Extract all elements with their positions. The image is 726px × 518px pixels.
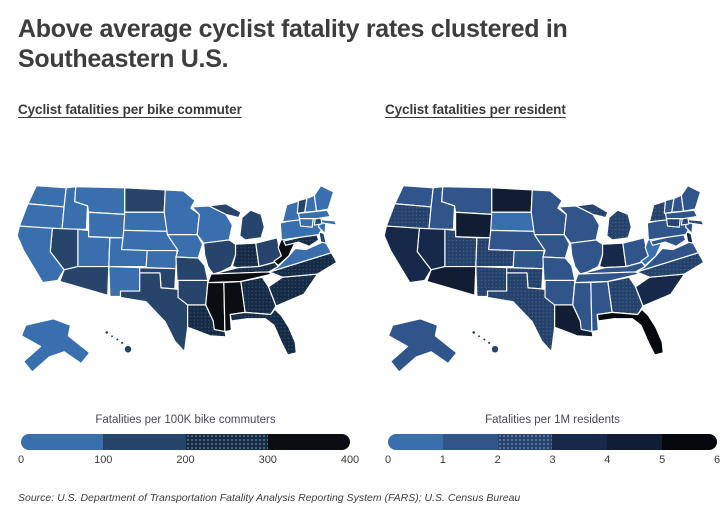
legend-tick: 0: [17, 454, 25, 466]
state-HI: [471, 329, 500, 354]
legend-title-resident: Fatalities per 1M residents: [485, 414, 620, 426]
state-ND: [124, 187, 166, 213]
state-AR: [177, 279, 209, 306]
state-AK: [387, 318, 458, 373]
state-IL: [570, 239, 604, 275]
legend-tick: 300: [258, 454, 277, 466]
legend-tick: 200: [176, 454, 195, 466]
state-AR: [544, 279, 576, 306]
state-CA: [383, 225, 432, 284]
page-title: Above average cyclist fatality rates clu…: [18, 15, 568, 73]
state-OR: [18, 203, 65, 230]
legend-segment: [21, 434, 104, 450]
legend-resident: Fatalities per 1M residents 0 1 2 3 4 5 6: [382, 414, 723, 468]
state-MN: [163, 189, 200, 236]
state-SD: [123, 211, 171, 233]
state-KS: [512, 250, 545, 270]
state-IN: [231, 242, 260, 269]
legend-ticks-commuter: 0 100 200 300 400: [17, 454, 359, 468]
legend-tick: 6: [713, 454, 721, 466]
legend-title-commuter: Fatalities per 100K bike commuters: [95, 414, 276, 426]
map-subtitle-commuter: Cyclist fatalities per bike commuter: [18, 102, 242, 117]
state-TN: [574, 271, 640, 284]
legend-segment: [185, 434, 268, 450]
state-MO: [175, 256, 209, 282]
legend-segment: [662, 434, 717, 450]
state-HI: [104, 329, 133, 354]
state-MI: [575, 203, 632, 241]
state-MO: [542, 256, 576, 282]
legend-tick: 4: [604, 454, 611, 466]
state-TN: [207, 271, 273, 284]
legend-segment: [607, 434, 663, 450]
state-WY: [87, 211, 126, 239]
source-note: Source: U.S. Department of Transportatio…: [18, 492, 521, 504]
state-KS: [145, 250, 178, 270]
legend-tick: 2: [494, 454, 501, 466]
legend-segment: [388, 434, 443, 450]
map-section-resident: Cyclist fatalities per resident Fataliti…: [382, 102, 723, 468]
state-IL: [203, 239, 237, 275]
legend-segment: [442, 434, 498, 450]
state-ME: [680, 185, 702, 212]
state-AZ: [426, 265, 477, 296]
state-IN: [598, 242, 627, 269]
state-SC: [634, 273, 686, 307]
state-MN: [530, 189, 567, 236]
choropleth-map-commuter: [16, 185, 338, 373]
legend-tick: 400: [340, 454, 360, 466]
legend-segment: [103, 434, 186, 450]
legend-tick: 1: [439, 454, 446, 466]
state-MI: [208, 203, 265, 241]
legend-colorbar-commuter: [21, 434, 350, 450]
state-AZ: [59, 265, 110, 296]
legend-ticks-resident: 0 1 2 3 4 5 6: [384, 454, 721, 468]
legend-colorbar-resident: [388, 434, 717, 450]
state-ND: [491, 187, 533, 213]
state-SC: [267, 273, 319, 307]
state-DE: [685, 230, 694, 244]
map-section-commuter: Cyclist fatalities per bike commuter Fat…: [15, 102, 359, 468]
state-CA: [16, 225, 65, 284]
legend-segment: [552, 434, 608, 450]
state-OR: [385, 203, 432, 230]
legend-segment: [497, 434, 553, 450]
state-TX: [119, 272, 189, 353]
legend-tick: 0: [384, 454, 392, 466]
state-ME: [313, 185, 335, 212]
state-DE: [318, 230, 327, 244]
state-TX: [486, 272, 556, 353]
legend-tick: 5: [659, 454, 666, 466]
legend-tick: 3: [549, 454, 556, 466]
legend-commuter: Fatalities per 100K bike commuters 0 100 2…: [15, 414, 359, 468]
state-FL: [596, 308, 664, 356]
legend-tick: 100: [94, 454, 113, 466]
state-GA: [607, 276, 644, 316]
choropleth-map-resident: [383, 185, 705, 373]
map-subtitle-resident: Cyclist fatalities per resident: [385, 102, 566, 117]
state-SD: [490, 211, 538, 233]
legend-segment: [267, 434, 350, 450]
state-GA: [240, 276, 277, 316]
state-WY: [454, 211, 493, 239]
state-AK: [20, 318, 91, 373]
state-FL: [229, 308, 297, 356]
maps-row: Cyclist fatalities per bike commuter Fat…: [15, 102, 723, 468]
